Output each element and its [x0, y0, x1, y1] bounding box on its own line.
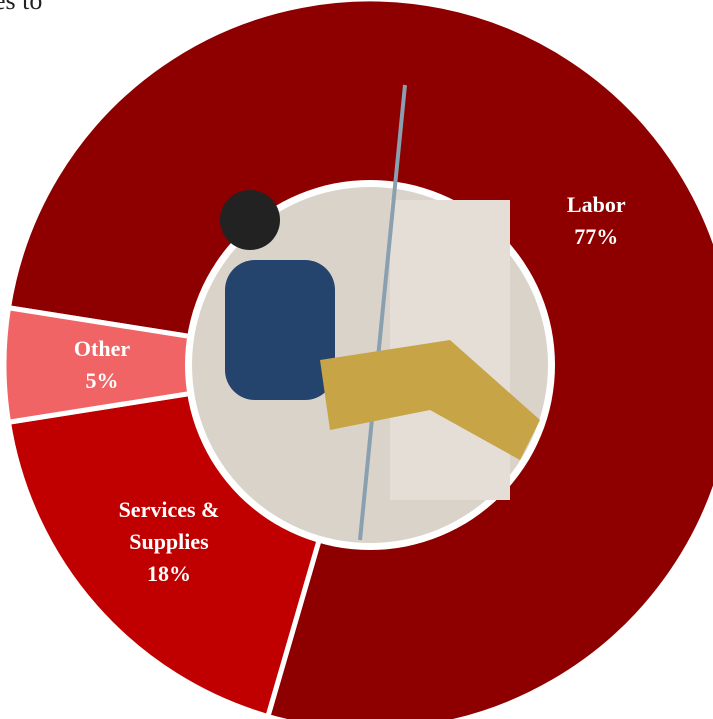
slice-label: Labor 77% — [521, 189, 671, 253]
torso — [225, 260, 335, 400]
helmet — [220, 190, 280, 250]
category-label: Labor — [566, 192, 626, 218]
value-label: 77% — [574, 224, 619, 250]
category-label: Other — [73, 336, 131, 361]
value-label: 18% — [146, 561, 191, 587]
legs — [320, 340, 540, 460]
value-label: 5% — [85, 368, 119, 393]
category-label: Services & Supplies — [118, 497, 220, 555]
rope — [358, 84, 407, 541]
slice-label: Services & Supplies 18% — [99, 494, 239, 590]
title: es to — [0, 0, 43, 15]
slice-label: Other 5% — [27, 333, 177, 397]
